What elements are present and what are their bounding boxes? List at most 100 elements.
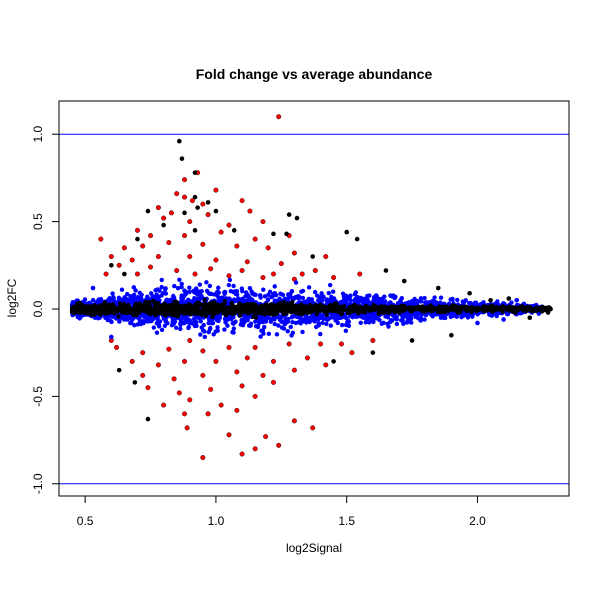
data-point-red-15	[226, 222, 232, 228]
data-point-blue-236	[326, 290, 331, 296]
data-point-blue-176	[358, 320, 363, 325]
data-point-black-outlier-25	[467, 290, 472, 296]
data-point-black-1257	[284, 310, 289, 316]
data-point-red-4	[182, 194, 188, 200]
data-point-black-1124	[148, 311, 153, 317]
data-point-blue-1317	[487, 312, 492, 317]
data-point-black-1298	[335, 308, 341, 313]
data-point-black-1215	[521, 307, 527, 312]
data-point-blue-2158	[192, 296, 197, 301]
data-point-black-1070	[502, 305, 508, 310]
data-point-blue-1606	[163, 319, 168, 324]
data-point-black-1286	[69, 309, 75, 315]
data-point-red-85	[182, 411, 188, 417]
data-point-red-71	[200, 372, 206, 378]
data-point-blue-2493	[147, 317, 152, 322]
data-point-red-59	[252, 344, 258, 350]
data-point-blue-2351	[359, 298, 365, 303]
data-point-black-outlier-3	[192, 194, 198, 200]
data-point-black-1217	[405, 306, 411, 311]
data-point-blue-1545	[290, 319, 295, 325]
data-point-blue-2555	[393, 316, 398, 321]
data-point-black-1278	[409, 305, 414, 310]
data-point-blue-1840	[110, 314, 115, 319]
data-point-black-outlier-10	[294, 215, 300, 221]
data-point-black-1020	[238, 311, 243, 317]
data-point-black-1171	[454, 305, 459, 310]
data-point-red-100	[370, 337, 376, 343]
data-point-black-1161	[484, 305, 490, 311]
data-point-black-1279	[269, 309, 274, 314]
data-point-blue-2337	[430, 314, 435, 319]
x-axis: 0.5 1.0 1.5 2.0	[77, 495, 486, 528]
data-point-blue-2294	[239, 286, 245, 291]
data-point-red-2	[182, 177, 188, 183]
data-point-blue-191	[198, 332, 203, 337]
data-point-black-1243	[154, 303, 159, 309]
data-point-blue-1118	[274, 332, 280, 337]
data-point-red-72	[234, 369, 240, 375]
data-point-blue-2503	[293, 294, 298, 300]
data-point-black-1088	[527, 305, 533, 310]
data-point-black-outlier-22	[435, 285, 441, 291]
data-point-blue-2108	[215, 328, 220, 333]
y-tick-label: 0.0	[31, 300, 45, 317]
data-point-red-84	[252, 393, 258, 399]
data-point-red-9	[247, 208, 253, 214]
data-point-blue-2597	[130, 295, 135, 300]
data-point-red-55	[140, 350, 146, 356]
data-point-blue-1483	[187, 285, 192, 290]
data-point-black-1112	[433, 306, 438, 311]
data-point-blue-2388	[159, 293, 164, 298]
data-point-blue-1857	[162, 287, 168, 292]
data-point-blue-2540	[98, 297, 104, 302]
data-point-blue-1948	[289, 295, 294, 300]
data-point-black-outlier-6	[182, 210, 187, 216]
data-point-blue-2258	[333, 318, 338, 323]
data-point-blue-2407	[416, 311, 422, 317]
data-point-red-25	[166, 240, 172, 246]
x-tick-label: 1.0	[208, 514, 225, 528]
data-point-red-28	[265, 245, 271, 251]
data-point-blue-2202	[276, 323, 281, 328]
data-point-black-1049	[312, 304, 317, 309]
data-point-red-54	[114, 344, 120, 350]
data-point-red-86	[205, 411, 211, 417]
data-point-blue-2238	[187, 289, 192, 295]
data-point-blue-2521	[327, 297, 333, 302]
data-point-red-26	[200, 241, 206, 247]
data-point-blue-2425	[159, 284, 164, 290]
data-point-blue-2474	[405, 319, 410, 325]
data-point-blue-2416	[271, 292, 277, 297]
data-point-black-1251	[461, 304, 467, 310]
data-point-black-712	[469, 309, 474, 315]
data-point-black-outlier-30	[116, 367, 122, 373]
data-point-blue-2411	[309, 318, 314, 323]
data-point-blue-2057	[193, 286, 199, 291]
data-point-blue-2114	[211, 332, 216, 337]
data-point-blue-2576	[232, 289, 237, 294]
data-point-black-1193	[437, 309, 442, 315]
data-point-blue-595	[226, 282, 232, 288]
data-point-blue-1290	[418, 296, 424, 301]
data-point-blue-1494	[398, 298, 403, 303]
data-point-black-720	[259, 303, 264, 309]
data-point-black-outlier-7	[213, 208, 219, 214]
data-point-red-83	[218, 402, 224, 408]
data-point-black-1061	[206, 310, 211, 316]
data-point-blue-769	[265, 297, 271, 303]
data-point-red-10	[155, 205, 161, 211]
data-point-black-1159	[437, 304, 442, 309]
data-point-black-1221	[124, 310, 130, 315]
data-point-black-1108	[253, 310, 258, 316]
data-point-blue-1049	[306, 285, 312, 290]
y-tick-label: -0.5	[31, 386, 45, 407]
data-point-black-424	[202, 297, 207, 303]
data-point-red-73	[260, 372, 266, 378]
data-point-red-90	[226, 432, 232, 438]
y-tick-label: 0.5	[31, 213, 45, 230]
data-point-red-34	[155, 254, 161, 260]
data-point-blue-1943	[416, 316, 421, 321]
data-point-black-1104	[491, 305, 496, 310]
data-point-black-1297	[289, 310, 294, 315]
